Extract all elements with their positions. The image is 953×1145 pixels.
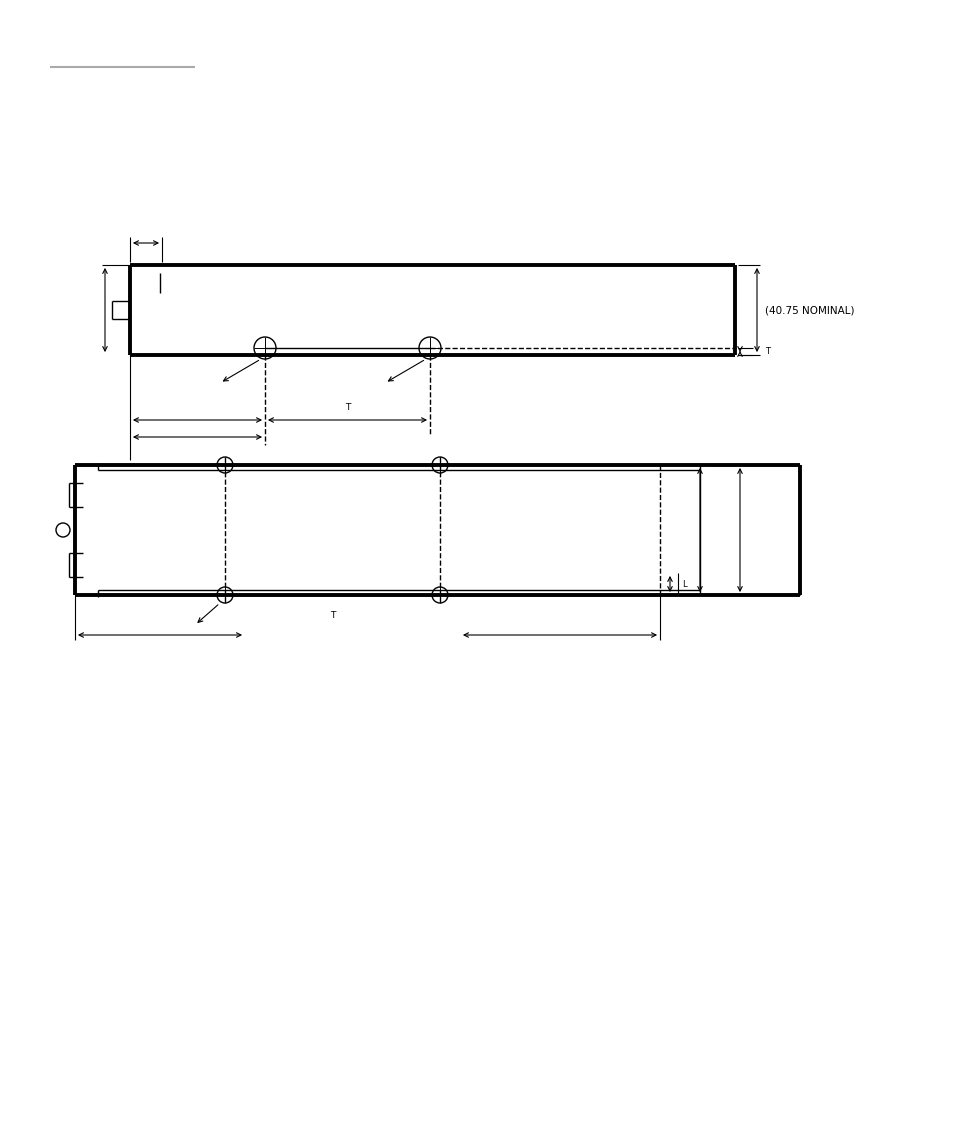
Text: L: L (681, 579, 686, 589)
Text: (40.75 NOMINAL): (40.75 NOMINAL) (764, 305, 854, 315)
Text: T: T (764, 347, 769, 356)
Text: T: T (330, 610, 335, 619)
Text: T: T (344, 403, 350, 412)
